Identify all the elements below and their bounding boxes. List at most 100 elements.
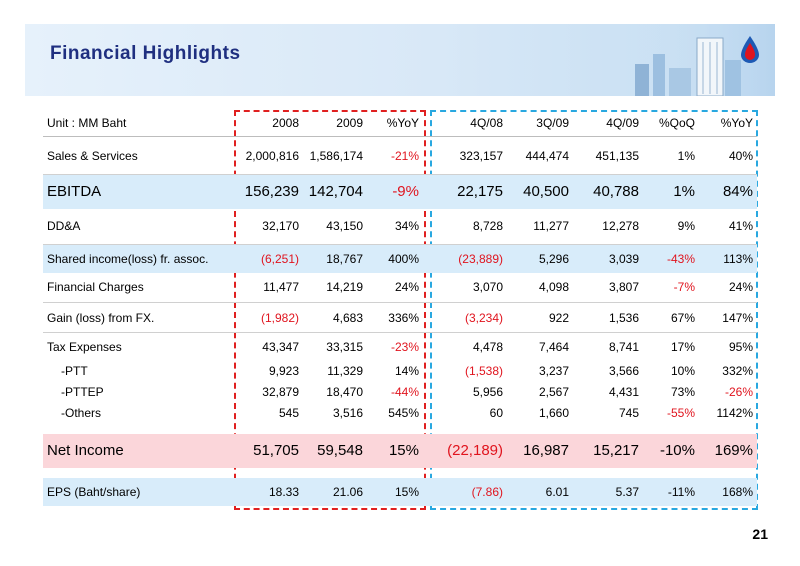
table-cell: 21.06 — [332, 484, 363, 499]
table-cell: 14,219 — [326, 280, 363, 295]
table-cell: 545 — [278, 406, 299, 420]
row-label: DD&A — [47, 219, 81, 234]
table-cell: 18,470 — [326, 385, 363, 399]
page-title: Financial Highlights — [50, 43, 241, 64]
column-header: %YoY — [720, 116, 753, 130]
table-cell: 40,500 — [523, 183, 569, 201]
row-label: Sales & Services — [47, 148, 138, 163]
table-cell: 2,567 — [538, 385, 569, 399]
table-cell: -23% — [390, 339, 419, 354]
table-cell: 5,296 — [538, 251, 569, 266]
table-cell: 15% — [394, 484, 419, 499]
table-row: -PTT 9,923 11,329 14% (1,538) 3,237 3,566 10% 33… — [43, 361, 757, 382]
table-cell: 745 — [618, 406, 639, 420]
table-cell: 113% — [723, 251, 753, 266]
table-cell: 1% — [673, 183, 695, 201]
table-cell: -43% — [666, 251, 695, 266]
table-cell: 24% — [394, 280, 419, 295]
table-body: Sales & Services 2,000,816 1,586,174 -21% 32… — [43, 137, 757, 506]
spacer-row — [43, 468, 757, 478]
table-cell: (22,189) — [447, 442, 503, 459]
table-cell: 22,175 — [457, 183, 503, 201]
table-cell: 9% — [677, 219, 695, 234]
table-cell: 60 — [489, 406, 503, 420]
table-cell: 142,704 — [308, 183, 363, 201]
table-cell: 2,000,816 — [245, 148, 299, 163]
table-cell: 24% — [728, 280, 753, 295]
table-cell: 16,987 — [523, 442, 569, 459]
table-cell: (1,982) — [260, 310, 299, 325]
table-cell: 3,070 — [472, 280, 503, 295]
table-cell: 7,464 — [538, 339, 569, 354]
table-cell: 169% — [714, 442, 753, 459]
table-cell: 12,278 — [602, 219, 639, 234]
table-cell: 400% — [388, 251, 419, 266]
table-cell: 95% — [728, 339, 753, 354]
table-row: Net Income 51,705 59,548 15% (22,189) 16,987 1… — [43, 433, 757, 468]
table-cell: -10% — [659, 442, 695, 459]
table-cell: 3,237 — [538, 364, 569, 378]
table-cell: 67% — [670, 310, 695, 325]
table-cell: 156,239 — [244, 183, 299, 201]
table-cell: 922 — [548, 310, 569, 325]
table-cell: 15,217 — [593, 442, 639, 459]
table-row: -PTTEP 32,879 18,470 -44% 5,956 2,567 4,431 73%… — [43, 382, 757, 403]
table-cell: 323,157 — [459, 148, 503, 163]
table-cell: 73% — [670, 385, 695, 399]
table-cell: 32,879 — [262, 385, 299, 399]
table-cell: 10% — [670, 364, 695, 378]
table-cell: 40% — [728, 148, 753, 163]
table-cell: 32,170 — [262, 219, 299, 234]
table-row: Gain (loss) from FX. (1,982) 4,683 336% (3,2… — [43, 303, 757, 333]
table-cell: 34% — [394, 219, 419, 234]
table-cell: 3,516 — [332, 406, 363, 420]
table-cell: 14% — [394, 364, 419, 378]
table-cell: 43,150 — [326, 219, 363, 234]
table-cell: 11,277 — [533, 219, 569, 234]
table-cell: 1142% — [716, 406, 753, 420]
table-cell: 1,660 — [538, 406, 569, 420]
column-header: 2008 — [272, 116, 299, 130]
table-cell: -26% — [724, 385, 753, 399]
table-row: EBITDA 156,239 142,704 -9% 22,175 40,500 40,78… — [43, 174, 757, 209]
table-cell: 1,586,174 — [309, 148, 363, 163]
table-row: Financial Charges 11,477 14,219 24% 3,070 4,0… — [43, 273, 757, 303]
table-cell: 8,728 — [472, 219, 503, 234]
header-unit-label: Unit : MM Baht — [47, 116, 127, 130]
table-cell: 444,474 — [525, 148, 569, 163]
title-banner: Financial Highlights — [25, 24, 775, 96]
table-row: Tax Expenses 43,347 33,315 -23% 4,478 7,464 8,… — [43, 333, 757, 361]
financial-highlights-table: Unit : MM Baht 2008 2009 %YoY 4Q/08 3Q/09 4Q/0… — [43, 110, 757, 506]
table-cell: 3,566 — [608, 364, 639, 378]
table-cell: 51,705 — [253, 442, 299, 459]
table-cell: 11,329 — [327, 364, 363, 378]
column-header: %QoQ — [658, 116, 695, 130]
table-cell: 18.33 — [268, 484, 299, 499]
table-cell: 5,956 — [472, 385, 503, 399]
table-cell: 17% — [670, 339, 695, 354]
table-cell: 43,347 — [262, 339, 299, 354]
row-label: -PTTEP — [61, 385, 104, 399]
table-cell: (1,538) — [464, 364, 503, 378]
table-cell: 336% — [388, 310, 419, 325]
table-cell: 5.37 — [615, 484, 639, 499]
table-row: -Others 545 3,516 545% 60 1,660 745 -55% 1142% — [43, 403, 757, 424]
table-header-row: Unit : MM Baht 2008 2009 %YoY 4Q/08 3Q/09 4Q/0… — [43, 110, 757, 137]
row-label: EPS (Baht/share) — [47, 484, 141, 499]
table-cell: 332% — [722, 364, 753, 378]
table-row: Sales & Services 2,000,816 1,586,174 -21% 32… — [43, 137, 757, 175]
row-label: -PTT — [61, 364, 88, 378]
table-cell: 11,477 — [263, 280, 299, 295]
table-cell: 84% — [722, 183, 753, 201]
row-label: EBITDA — [47, 183, 102, 201]
table-cell: (7.86) — [471, 484, 503, 499]
column-header: 4Q/08 — [470, 116, 503, 130]
table-cell: 40,788 — [593, 183, 639, 201]
table-row: DD&A 32,170 43,150 34% 8,728 11,277 12,278 9% 41… — [43, 209, 757, 245]
row-label: Gain (loss) from FX. — [47, 310, 155, 325]
page-number: 21 — [752, 526, 768, 542]
row-label: Shared income(loss) fr. assoc. — [47, 251, 209, 266]
table-cell: 1% — [677, 148, 695, 163]
table-cell: 4,098 — [538, 280, 569, 295]
table-cell: (3,234) — [464, 310, 503, 325]
